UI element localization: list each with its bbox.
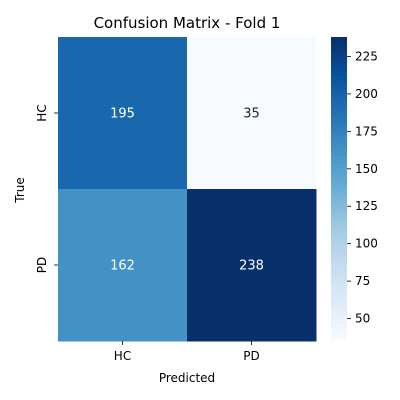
colorbar-tick-label: 200: [355, 87, 378, 101]
y-tick-label: HC: [35, 104, 49, 121]
y-tick-label: PD: [35, 257, 49, 273]
colorbar-tick-label: 175: [355, 124, 378, 138]
colorbar: [331, 37, 347, 341]
y-axis-label: True: [13, 177, 27, 204]
heatmap-cell-value: 35: [243, 107, 260, 122]
heatmap-cell-HC-PD: [187, 37, 317, 190]
heatmap-cell-value: 162: [110, 259, 135, 274]
heatmap-cell-value: 195: [110, 107, 135, 122]
chart-title: Confusion Matrix - Fold 1: [94, 14, 281, 32]
colorbar-tick-label: 125: [355, 199, 378, 213]
colorbar-tick-label: 100: [355, 237, 378, 251]
heatmap-cell-HC-HC: [58, 37, 188, 190]
heatmap-cell-labels: 195 35 162 238: [110, 107, 264, 274]
colorbar-tick-label: 225: [355, 49, 378, 63]
heatmap-cell-value: 238: [239, 259, 264, 274]
colorbar-tick-label: 150: [355, 162, 378, 176]
x-axis-label: Predicted: [159, 371, 215, 385]
x-tick-label: HC: [114, 349, 131, 363]
colorbar-ticks: 50 75 100 125 150 175 200 225: [347, 49, 378, 326]
heatmap-cell-PD-HC: [58, 189, 188, 342]
colorbar-tick-label: 75: [355, 274, 370, 288]
x-tick-label: PD: [243, 349, 259, 363]
x-axis: HC PD: [114, 341, 260, 363]
heatmap-cells: [58, 37, 317, 342]
heatmap-cell-PD-PD: [187, 189, 317, 342]
colorbar-tick-label: 50: [355, 312, 370, 326]
y-axis: HC PD: [35, 104, 58, 273]
